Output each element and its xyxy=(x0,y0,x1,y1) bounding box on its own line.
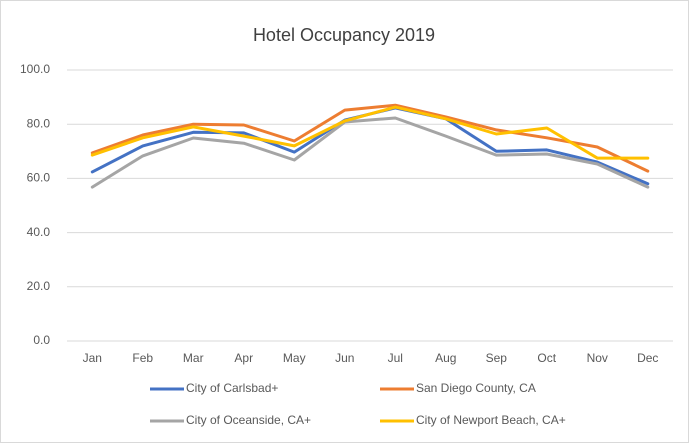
x-tick-label: May xyxy=(283,351,306,365)
x-tick-label: Apr xyxy=(234,351,253,365)
y-tick-label: 40.0 xyxy=(27,225,51,239)
x-tick-label: Dec xyxy=(637,351,658,365)
x-tick-label: Aug xyxy=(435,351,456,365)
legend-label: City of Carlsbad+ xyxy=(186,381,278,395)
y-tick-label: 80.0 xyxy=(27,116,51,130)
legend-label: City of Newport Beach, CA+ xyxy=(416,413,566,427)
x-tick-label: Jun xyxy=(335,351,354,365)
legend-label: San Diego County, CA xyxy=(416,381,536,395)
y-tick-label: 20.0 xyxy=(27,279,51,293)
series-line xyxy=(90,105,650,160)
x-tick-label: Jul xyxy=(388,351,403,365)
series-line xyxy=(90,116,650,189)
legend-label: City of Oceanside, CA+ xyxy=(186,413,311,427)
x-tick-label: Nov xyxy=(587,351,608,365)
chart-title: Hotel Occupancy 2019 xyxy=(253,25,435,45)
y-tick-label: 100.0 xyxy=(20,62,50,76)
y-tick-label: 60.0 xyxy=(27,171,51,185)
x-tick-label: Mar xyxy=(183,351,204,365)
x-tick-label: Jan xyxy=(83,351,102,365)
series-line xyxy=(90,103,650,173)
x-tick-label: Sep xyxy=(486,351,508,365)
x-tick-label: Oct xyxy=(537,351,556,365)
y-tick-label: 0.0 xyxy=(33,333,50,347)
x-tick-label: Feb xyxy=(132,351,153,365)
